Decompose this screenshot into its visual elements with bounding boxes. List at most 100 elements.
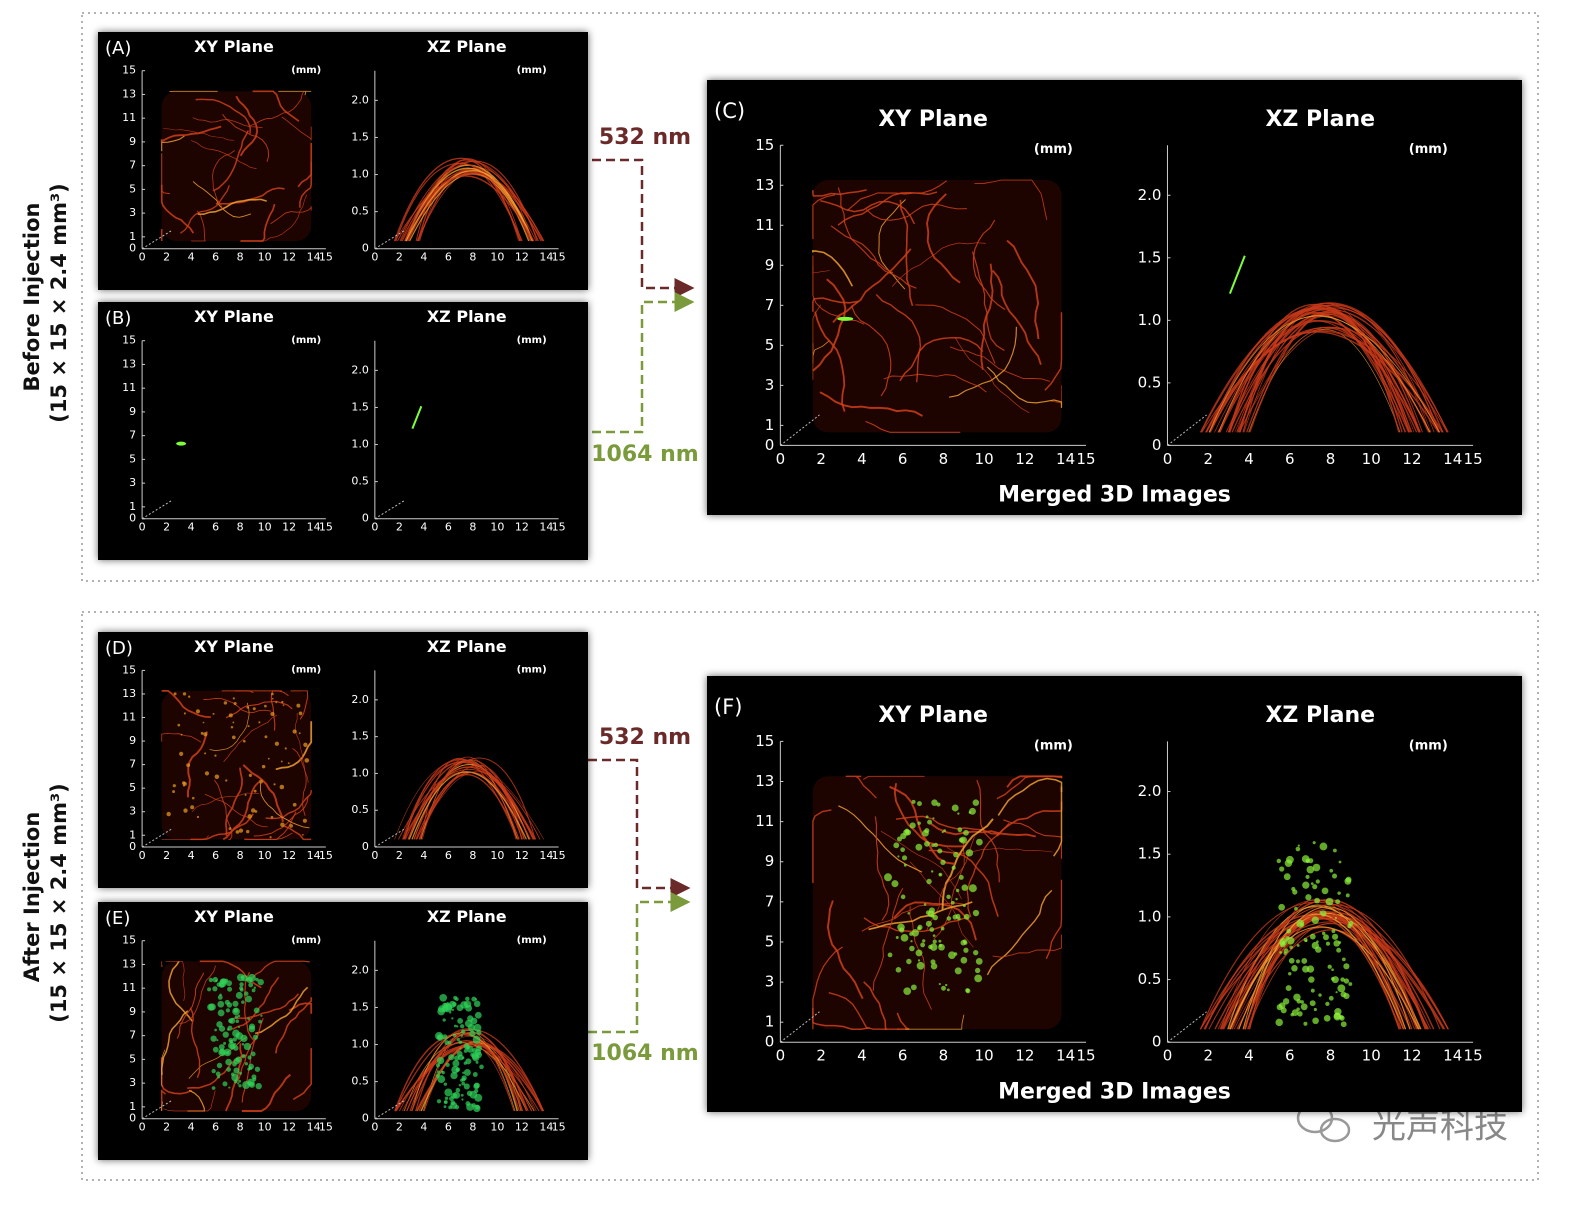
x-tick-label: 6 [898, 450, 908, 468]
vessel [1044, 312, 1063, 391]
vessel [188, 1037, 247, 1079]
vessel [1006, 775, 1063, 788]
green-blob [255, 977, 259, 982]
green-blob [444, 1100, 447, 1104]
x-tick-label: 0 [1163, 1047, 1173, 1065]
green-blob [1286, 928, 1292, 934]
green-blob [460, 1093, 464, 1097]
y-tick-label: 13 [755, 176, 774, 194]
spot [252, 707, 256, 711]
green-blob [959, 836, 967, 844]
vessel [235, 95, 259, 157]
x-tick-label: 10 [975, 450, 994, 468]
vessel [915, 304, 996, 364]
green-blob [1345, 893, 1350, 898]
x-tick-label: 8 [1326, 450, 1336, 468]
green-blob [1347, 923, 1352, 929]
vessel [192, 181, 252, 218]
green-blob [955, 888, 960, 893]
green-blob [917, 959, 921, 962]
x-tick-label: 12 [282, 849, 296, 862]
green-blob [458, 1083, 462, 1087]
x-tick-label: 4 [188, 251, 195, 264]
spot [223, 701, 228, 705]
vessel [421, 756, 517, 840]
spot [292, 729, 297, 734]
green-blob [225, 1058, 232, 1066]
green-blob [930, 959, 936, 965]
green-blob [932, 914, 939, 921]
green-blob [1337, 984, 1346, 993]
green-blob [1316, 940, 1319, 943]
y-tick-label: 1.5 [1138, 845, 1162, 863]
vessel [1244, 913, 1405, 1030]
vessel [223, 714, 278, 762]
vessel [176, 972, 205, 1039]
spot [195, 709, 201, 714]
vessel [275, 997, 312, 1054]
image [812, 775, 1449, 1031]
x-tick-label: 15 [319, 1121, 333, 1134]
x-tick-label: 10 [1362, 450, 1381, 468]
green-blob [1310, 882, 1314, 886]
spot [180, 733, 183, 736]
vessel [407, 761, 531, 840]
section-subtitle: (15 × 15 × 2.4 mm³) [47, 783, 71, 1023]
spot [188, 695, 191, 698]
x-tick-label: 15 [319, 849, 333, 862]
vessel [861, 902, 964, 932]
vessel [865, 420, 961, 433]
vessel [899, 336, 984, 382]
green-blob [239, 982, 244, 987]
vessel [899, 199, 914, 307]
green-blob [909, 822, 916, 829]
green-blob [473, 1000, 481, 1008]
green-blob [217, 1009, 225, 1017]
vessel [195, 98, 251, 134]
green-blob [461, 1029, 466, 1034]
spot [200, 731, 204, 735]
vessel [972, 219, 1006, 310]
green-blob [1295, 959, 1300, 964]
green-blob [220, 978, 227, 985]
spot [166, 811, 171, 817]
y-tick-label: 1.0 [1138, 311, 1162, 329]
spot [269, 836, 272, 839]
green-blob [957, 812, 960, 815]
green-blob [453, 1091, 461, 1099]
x-tick-label: 14 [307, 521, 321, 534]
green-blob [472, 1072, 478, 1077]
vessel [878, 199, 906, 290]
section-box [81, 12, 1539, 582]
green-blob [1306, 965, 1315, 973]
vessel [161, 1049, 166, 1088]
plane-title: XY Plane [878, 107, 988, 132]
green-blob [909, 945, 915, 952]
green-blob [473, 1083, 480, 1090]
green-blob [237, 1026, 241, 1029]
vessel [394, 1043, 544, 1112]
green-blob [906, 958, 912, 965]
green-blob [241, 1054, 246, 1059]
green-blob [1275, 1018, 1283, 1027]
green-blob [248, 982, 254, 988]
green-blob [466, 1090, 473, 1097]
green-blob [963, 947, 969, 953]
green-blob [260, 1014, 263, 1017]
green-blob [244, 991, 249, 996]
green-blob [235, 1019, 240, 1024]
green-blob [1338, 1014, 1344, 1020]
y-tick-label: 7 [129, 429, 136, 442]
z-axis [780, 1011, 820, 1043]
green-blob [222, 1081, 228, 1087]
green-blob [471, 1103, 476, 1108]
green-blob [911, 799, 916, 804]
green-blob [474, 1011, 482, 1019]
green-blob [241, 1042, 245, 1046]
y-tick-label: 0 [765, 1033, 775, 1051]
green-blob [965, 849, 974, 857]
spot [172, 784, 176, 788]
green-blob [443, 1082, 448, 1086]
x-tick-label: 0 [371, 1121, 378, 1134]
y-tick-label: 3 [765, 376, 775, 394]
